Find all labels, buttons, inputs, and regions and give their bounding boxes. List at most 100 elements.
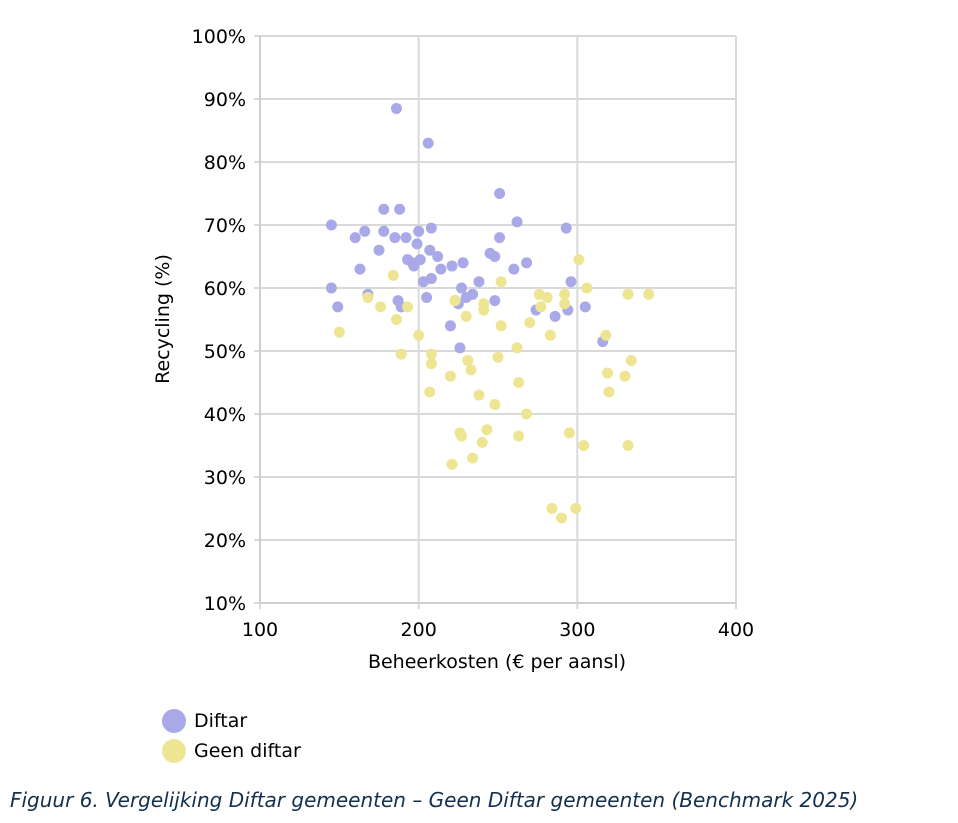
- point-diftar[interactable]: [446, 260, 458, 272]
- point-diftar[interactable]: [325, 282, 337, 294]
- point-diftar[interactable]: [390, 102, 402, 114]
- point-diftar[interactable]: [456, 282, 468, 294]
- point-geen-diftar[interactable]: [546, 503, 558, 514]
- point-diftar[interactable]: [378, 203, 390, 215]
- point-geen-diftar[interactable]: [390, 314, 402, 325]
- point-geen-diftar[interactable]: [622, 440, 634, 451]
- point-diftar[interactable]: [432, 251, 444, 262]
- point-geen-diftar[interactable]: [643, 288, 655, 300]
- point-geen-diftar[interactable]: [362, 291, 374, 303]
- point-diftar[interactable]: [425, 222, 437, 234]
- point-geen-diftar[interactable]: [413, 329, 425, 341]
- point-diftar[interactable]: [411, 238, 423, 250]
- point-diftar[interactable]: [332, 301, 344, 313]
- point-geen-diftar[interactable]: [559, 288, 571, 300]
- point-diftar[interactable]: [400, 232, 412, 244]
- point-geen-diftar[interactable]: [619, 370, 631, 382]
- point-geen-diftar[interactable]: [395, 348, 407, 360]
- legend-item-diftar[interactable]: Diftar: [162, 706, 301, 736]
- point-geen-diftar[interactable]: [495, 320, 507, 332]
- point-diftar[interactable]: [354, 263, 366, 275]
- point-geen-diftar[interactable]: [603, 386, 615, 398]
- point-geen-diftar[interactable]: [535, 301, 547, 313]
- point-geen-diftar[interactable]: [402, 301, 414, 313]
- point-geen-diftar[interactable]: [513, 377, 525, 388]
- point-diftar[interactable]: [414, 254, 426, 266]
- point-geen-diftar[interactable]: [460, 310, 472, 322]
- point-geen-diftar[interactable]: [446, 458, 458, 470]
- point-diftar[interactable]: [489, 251, 501, 262]
- point-diftar[interactable]: [425, 273, 437, 285]
- point-geen-diftar[interactable]: [495, 276, 507, 288]
- point-geen-diftar[interactable]: [425, 348, 437, 360]
- point-diftar[interactable]: [424, 244, 436, 256]
- point-diftar[interactable]: [349, 232, 361, 244]
- point-geen-diftar[interactable]: [521, 408, 533, 420]
- point-geen-diftar[interactable]: [449, 295, 461, 307]
- point-geen-diftar[interactable]: [622, 288, 634, 300]
- point-geen-diftar[interactable]: [456, 430, 468, 442]
- point-diftar[interactable]: [378, 225, 390, 237]
- point-diftar[interactable]: [494, 188, 506, 199]
- point-diftar[interactable]: [389, 232, 401, 244]
- point-geen-diftar[interactable]: [555, 512, 567, 524]
- point-geen-diftar[interactable]: [424, 386, 436, 398]
- point-geen-diftar[interactable]: [473, 389, 485, 401]
- point-geen-diftar[interactable]: [541, 291, 553, 303]
- point-geen-diftar[interactable]: [462, 354, 474, 366]
- point-geen-diftar[interactable]: [559, 298, 571, 310]
- point-geen-diftar[interactable]: [570, 503, 582, 514]
- point-geen-diftar[interactable]: [492, 351, 504, 363]
- point-diftar[interactable]: [435, 263, 447, 275]
- point-geen-diftar[interactable]: [444, 370, 456, 382]
- point-geen-diftar[interactable]: [513, 430, 525, 442]
- point-geen-diftar[interactable]: [467, 452, 479, 464]
- point-diftar[interactable]: [373, 244, 385, 256]
- point-geen-diftar[interactable]: [387, 269, 399, 281]
- point-geen-diftar[interactable]: [481, 424, 493, 436]
- point-diftar[interactable]: [521, 257, 533, 269]
- point-diftar[interactable]: [473, 276, 485, 288]
- point-diftar[interactable]: [394, 203, 406, 215]
- point-geen-diftar[interactable]: [600, 329, 612, 341]
- point-diftar[interactable]: [422, 137, 434, 149]
- point-diftar[interactable]: [549, 310, 561, 322]
- legend-swatch-geen-diftar: [162, 739, 186, 763]
- point-geen-diftar[interactable]: [333, 326, 345, 338]
- point-diftar[interactable]: [421, 291, 433, 303]
- point-geen-diftar[interactable]: [478, 304, 490, 316]
- point-geen-diftar[interactable]: [625, 354, 637, 366]
- point-diftar[interactable]: [413, 225, 425, 237]
- point-diftar[interactable]: [454, 342, 466, 354]
- point-diftar[interactable]: [560, 222, 572, 234]
- y-tick-label: 100%: [192, 26, 246, 48]
- point-geen-diftar[interactable]: [544, 329, 556, 341]
- legend-swatch-diftar: [162, 709, 186, 733]
- point-geen-diftar[interactable]: [465, 364, 477, 376]
- point-diftar[interactable]: [489, 295, 501, 307]
- x-tick-label: 300: [559, 619, 595, 641]
- point-diftar[interactable]: [457, 257, 469, 269]
- point-diftar[interactable]: [579, 301, 591, 313]
- point-geen-diftar[interactable]: [524, 317, 536, 329]
- point-geen-diftar[interactable]: [581, 282, 593, 294]
- point-diftar[interactable]: [565, 276, 577, 288]
- point-diftar[interactable]: [444, 320, 456, 332]
- point-geen-diftar[interactable]: [425, 358, 437, 370]
- point-geen-diftar[interactable]: [489, 399, 501, 411]
- point-diftar[interactable]: [325, 219, 337, 231]
- point-geen-diftar[interactable]: [578, 440, 590, 451]
- point-geen-diftar[interactable]: [573, 254, 585, 266]
- point-geen-diftar[interactable]: [563, 427, 575, 439]
- point-geen-diftar[interactable]: [511, 342, 523, 354]
- point-diftar[interactable]: [508, 263, 520, 275]
- point-diftar[interactable]: [511, 216, 523, 228]
- point-geen-diftar[interactable]: [476, 436, 488, 448]
- point-diftar[interactable]: [494, 232, 506, 244]
- point-diftar[interactable]: [359, 225, 371, 237]
- point-geen-diftar[interactable]: [601, 367, 613, 379]
- point-geen-diftar[interactable]: [375, 301, 387, 313]
- x-tick-label: 100: [242, 619, 278, 641]
- point-diftar[interactable]: [467, 288, 479, 300]
- legend-item-geen-diftar[interactable]: Geen diftar: [162, 736, 301, 766]
